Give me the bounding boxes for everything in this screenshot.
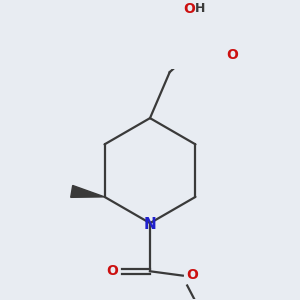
Polygon shape bbox=[71, 185, 104, 197]
Text: N: N bbox=[144, 217, 156, 232]
Text: O: O bbox=[183, 2, 195, 16]
Text: H: H bbox=[195, 2, 206, 15]
Text: O: O bbox=[187, 268, 199, 281]
Text: O: O bbox=[106, 264, 118, 278]
Text: O: O bbox=[226, 48, 238, 62]
